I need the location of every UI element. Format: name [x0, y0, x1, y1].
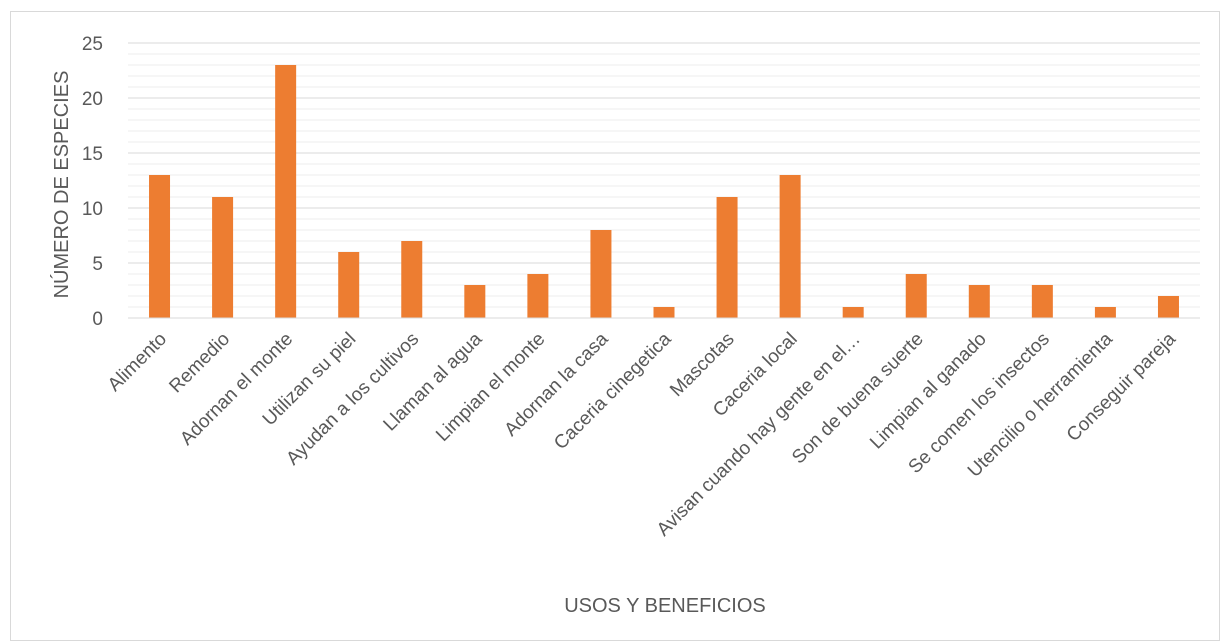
bar [905, 274, 927, 318]
y-axis-title: NÚMERO DE ESPECIES [50, 71, 73, 299]
bar [1031, 285, 1053, 318]
x-tick-label: Adornan el monte [176, 329, 297, 450]
bars [149, 65, 1179, 318]
bar [842, 307, 864, 318]
y-tick-label: 25 [82, 34, 103, 55]
bar [527, 274, 549, 318]
bar [1094, 307, 1116, 318]
x-tick-label: Limpian el monte [432, 329, 549, 446]
major-gridlines [128, 42, 1200, 264]
bar [464, 285, 486, 318]
x-tick-label: Caceria cinegetica [550, 328, 676, 454]
bar [275, 65, 297, 318]
bar [1157, 296, 1179, 318]
y-tick-label: 15 [82, 144, 103, 165]
chart-frame [10, 11, 1220, 641]
x-axis-title: USOS Y BENEFICIOS [564, 595, 766, 617]
y-tick-label: 0 [92, 309, 103, 330]
bar [338, 252, 360, 318]
y-tick-label: 20 [82, 89, 103, 110]
y-tick-label: 5 [92, 254, 103, 275]
bar [590, 230, 612, 318]
bar [779, 175, 801, 318]
y-tick-label: 10 [82, 199, 103, 220]
x-tick-label: Limpian al ganado [866, 329, 991, 454]
x-tick-label: Alimento [104, 329, 171, 396]
minor-gridlines [128, 53, 1200, 308]
bar [716, 197, 738, 318]
bar [212, 197, 234, 318]
y-tick-labels: 0 5 10 15 20 25 [82, 34, 103, 330]
bar [968, 285, 990, 318]
bar [653, 307, 675, 318]
x-tick-label: Conseguir pareja [1063, 328, 1180, 445]
bar [401, 241, 423, 318]
bar [149, 175, 171, 318]
